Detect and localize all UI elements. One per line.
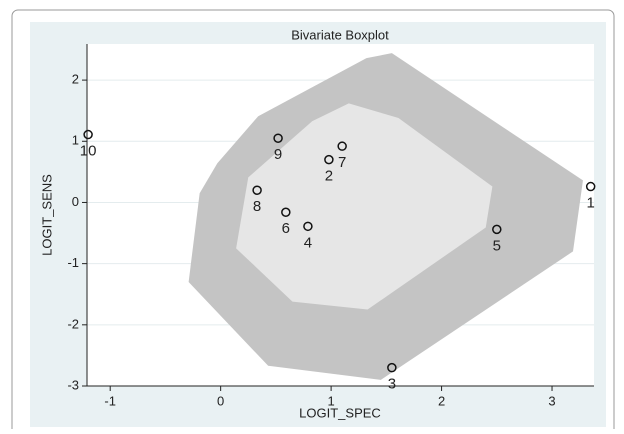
point-label: 5 [493,237,501,254]
y-tick-label: 1 [72,133,79,148]
y-tick-label: -3 [67,377,79,392]
y-tick-label: 2 [72,72,79,87]
y-tick-label: -2 [67,316,79,331]
point-label: 7 [338,154,346,171]
x-tick-label: -1 [104,393,116,408]
x-tick-label: 1 [327,393,334,408]
y-axis-label: LOGIT_SENS [39,174,54,256]
point-label: 1 [587,195,595,212]
point [492,224,502,235]
x-tick-label: 3 [548,393,555,408]
point-label: 10 [80,143,97,160]
point [337,141,347,151]
x-tick-label: 2 [438,393,445,408]
point [252,185,262,195]
chart-title: Bivariate Boxplot [291,27,389,42]
point-label: 4 [304,234,312,251]
point [273,133,283,143]
point [281,207,291,217]
point-label: 8 [253,198,261,215]
x-axis-label: LOGIT_SPEC [299,405,381,420]
y-tick-label: 0 [72,194,79,209]
point-label: 9 [274,146,282,163]
point [303,221,313,232]
point [387,362,397,373]
point [324,154,334,165]
point-label: 6 [282,220,290,237]
point [83,129,93,140]
x-tick-label: 0 [217,393,224,408]
point-label: 2 [325,168,333,185]
region [236,103,493,310]
point [585,181,596,192]
point-label: 3 [388,376,396,393]
y-tick-label: -1 [67,255,79,270]
